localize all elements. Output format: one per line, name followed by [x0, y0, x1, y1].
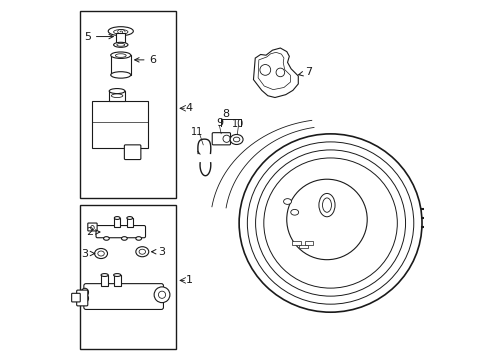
Text: 8: 8	[222, 109, 229, 119]
Text: 9: 9	[215, 118, 223, 128]
Ellipse shape	[290, 210, 298, 215]
Ellipse shape	[98, 251, 104, 256]
Bar	[299, 244, 307, 248]
Text: 3: 3	[151, 247, 165, 257]
Ellipse shape	[81, 288, 88, 296]
Ellipse shape	[111, 94, 122, 98]
Ellipse shape	[121, 237, 127, 240]
Ellipse shape	[109, 89, 125, 94]
Circle shape	[154, 287, 169, 303]
Bar	[116, 33, 125, 44]
FancyBboxPatch shape	[83, 284, 163, 310]
Ellipse shape	[94, 248, 107, 258]
Bar	[80, 12, 176, 198]
Bar	[113, 275, 121, 286]
Ellipse shape	[110, 72, 131, 78]
Ellipse shape	[90, 226, 94, 230]
Text: 3: 3	[81, 248, 95, 258]
FancyBboxPatch shape	[212, 133, 230, 145]
Ellipse shape	[286, 179, 366, 260]
Bar	[427, 207, 431, 211]
Ellipse shape	[136, 247, 148, 257]
Bar	[80, 205, 176, 348]
Ellipse shape	[113, 42, 128, 47]
Ellipse shape	[139, 249, 145, 254]
Text: 10: 10	[232, 119, 244, 129]
Bar	[292, 241, 300, 244]
Ellipse shape	[322, 198, 331, 212]
Ellipse shape	[108, 27, 133, 36]
Text: 2: 2	[86, 227, 100, 237]
Ellipse shape	[239, 134, 421, 312]
Ellipse shape	[103, 237, 109, 240]
FancyBboxPatch shape	[96, 226, 145, 238]
Ellipse shape	[114, 217, 120, 220]
FancyBboxPatch shape	[88, 223, 97, 231]
Ellipse shape	[136, 237, 142, 240]
Polygon shape	[253, 48, 298, 98]
Ellipse shape	[230, 134, 243, 144]
Bar	[427, 216, 431, 220]
Ellipse shape	[283, 199, 291, 204]
Bar	[126, 218, 132, 227]
FancyBboxPatch shape	[72, 293, 80, 302]
Ellipse shape	[110, 52, 131, 58]
Bar	[110, 55, 131, 75]
Bar	[92, 101, 147, 148]
Circle shape	[158, 291, 165, 298]
Text: 11: 11	[191, 127, 203, 136]
Circle shape	[223, 135, 230, 142]
Ellipse shape	[318, 193, 334, 217]
FancyBboxPatch shape	[77, 290, 88, 306]
Bar	[109, 91, 125, 101]
Ellipse shape	[115, 54, 126, 57]
Text: 1: 1	[185, 275, 192, 285]
Bar	[114, 218, 120, 227]
Bar	[304, 241, 313, 244]
Ellipse shape	[113, 30, 128, 34]
Text: 6: 6	[134, 55, 156, 65]
Text: 7: 7	[298, 67, 312, 77]
Ellipse shape	[81, 294, 88, 302]
FancyBboxPatch shape	[124, 145, 141, 159]
Circle shape	[260, 64, 270, 75]
Ellipse shape	[113, 274, 121, 276]
Ellipse shape	[126, 217, 132, 220]
Ellipse shape	[101, 274, 108, 276]
Ellipse shape	[233, 137, 239, 142]
Ellipse shape	[117, 43, 124, 46]
Bar	[427, 225, 431, 229]
Circle shape	[276, 68, 284, 77]
Bar	[101, 275, 108, 286]
Text: 5: 5	[84, 32, 113, 41]
Text: 4: 4	[185, 103, 192, 113]
